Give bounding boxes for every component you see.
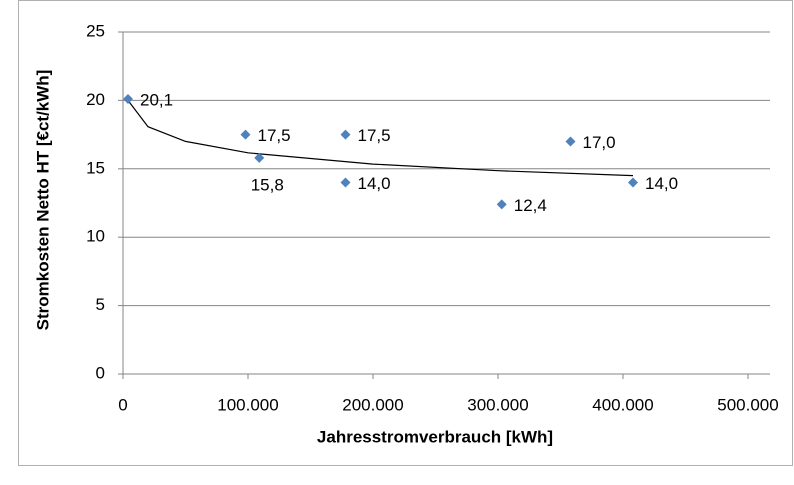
data-label: 17,5 bbox=[258, 126, 291, 145]
y-tick-label: 15 bbox=[86, 158, 105, 177]
point bbox=[240, 129, 251, 140]
data-label: 17,5 bbox=[358, 126, 391, 145]
y-tick-label: 25 bbox=[86, 21, 105, 40]
data-label: 14,0 bbox=[645, 174, 678, 193]
y-tick-label: 5 bbox=[96, 295, 105, 314]
x-tick-label: 400.000 bbox=[592, 395, 653, 414]
x-axis-title: Jahresstromverbrauch [kWh] bbox=[317, 427, 553, 446]
point bbox=[340, 129, 351, 140]
point bbox=[340, 177, 351, 188]
data-label: 20,1 bbox=[140, 91, 173, 110]
y-tick-label: 20 bbox=[86, 90, 105, 109]
point bbox=[628, 177, 638, 188]
point bbox=[496, 199, 507, 210]
y-axis-title: Stromkosten Netto HT [€ct/kWh] bbox=[33, 70, 52, 331]
y-tick-label: 10 bbox=[86, 227, 105, 246]
x-tick-label: 100.000 bbox=[217, 395, 278, 414]
data-label: 12,4 bbox=[514, 196, 547, 215]
point bbox=[565, 136, 576, 147]
trendline bbox=[127, 100, 634, 177]
point bbox=[254, 152, 265, 163]
chart-border bbox=[18, 0, 793, 466]
point bbox=[123, 94, 133, 105]
x-tick-label: 200.000 bbox=[342, 395, 403, 414]
data-label: 15,8 bbox=[251, 175, 284, 194]
y-tick-label: 0 bbox=[96, 363, 105, 382]
data-label: 17,0 bbox=[583, 133, 616, 152]
data-label: 14,0 bbox=[358, 174, 391, 193]
x-tick-label: 500.000 bbox=[717, 395, 778, 414]
x-tick-label: 300.000 bbox=[467, 395, 528, 414]
x-tick-label: 0 bbox=[118, 395, 127, 414]
